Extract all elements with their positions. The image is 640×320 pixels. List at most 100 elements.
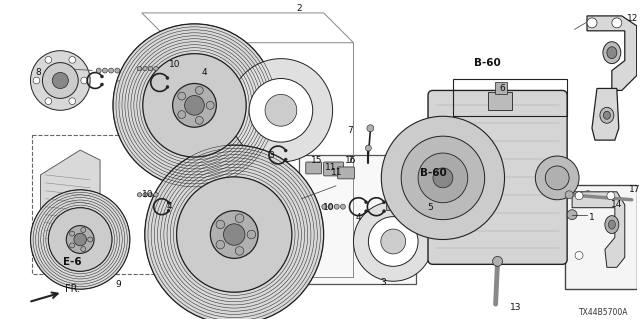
Ellipse shape <box>607 47 617 59</box>
Circle shape <box>167 201 170 204</box>
FancyBboxPatch shape <box>324 162 344 176</box>
Circle shape <box>69 57 76 63</box>
Circle shape <box>340 204 346 209</box>
Ellipse shape <box>603 42 621 64</box>
Circle shape <box>236 247 244 255</box>
Circle shape <box>138 66 141 71</box>
Circle shape <box>31 51 90 110</box>
Circle shape <box>328 204 333 209</box>
Text: 14: 14 <box>611 200 623 209</box>
Circle shape <box>216 240 225 249</box>
Circle shape <box>575 252 583 260</box>
Circle shape <box>148 193 153 197</box>
Circle shape <box>206 101 214 109</box>
Circle shape <box>70 243 75 248</box>
Circle shape <box>284 149 287 152</box>
Circle shape <box>166 76 169 79</box>
Text: 8: 8 <box>36 68 42 77</box>
Circle shape <box>607 192 615 200</box>
Circle shape <box>154 66 158 71</box>
Circle shape <box>173 84 216 127</box>
Circle shape <box>545 166 569 190</box>
Circle shape <box>145 145 324 320</box>
Circle shape <box>535 156 579 200</box>
Text: 3: 3 <box>380 278 386 287</box>
Circle shape <box>45 98 52 105</box>
Bar <box>453 78 567 116</box>
Circle shape <box>249 78 313 142</box>
Circle shape <box>115 68 120 73</box>
Text: 16: 16 <box>345 156 356 164</box>
Circle shape <box>81 228 86 232</box>
Circle shape <box>42 63 78 98</box>
Circle shape <box>96 68 101 73</box>
Circle shape <box>401 136 484 220</box>
Circle shape <box>102 68 108 73</box>
Text: 13: 13 <box>509 303 521 312</box>
Circle shape <box>229 59 333 162</box>
Text: 12: 12 <box>627 14 639 23</box>
Circle shape <box>353 202 433 281</box>
Circle shape <box>322 204 327 209</box>
Circle shape <box>334 204 339 209</box>
Circle shape <box>167 209 170 212</box>
Circle shape <box>575 192 583 200</box>
Circle shape <box>33 77 40 84</box>
Circle shape <box>100 83 104 86</box>
Circle shape <box>365 210 368 213</box>
Circle shape <box>81 77 88 84</box>
FancyBboxPatch shape <box>306 162 322 174</box>
Circle shape <box>381 229 406 254</box>
Circle shape <box>369 217 418 266</box>
Circle shape <box>31 190 130 289</box>
Ellipse shape <box>600 107 614 123</box>
Circle shape <box>100 75 104 78</box>
Circle shape <box>493 256 502 266</box>
Circle shape <box>69 98 76 105</box>
Circle shape <box>247 230 256 239</box>
Circle shape <box>433 168 453 188</box>
Circle shape <box>178 111 186 118</box>
Circle shape <box>143 193 147 197</box>
Circle shape <box>138 193 141 197</box>
Text: 10: 10 <box>142 190 154 199</box>
Circle shape <box>67 226 94 253</box>
Polygon shape <box>40 150 100 249</box>
Circle shape <box>184 95 204 115</box>
FancyBboxPatch shape <box>428 91 567 264</box>
Circle shape <box>148 66 153 71</box>
Text: 17: 17 <box>629 185 640 194</box>
Text: 6: 6 <box>500 84 506 93</box>
Circle shape <box>284 158 287 161</box>
Circle shape <box>195 116 204 124</box>
Circle shape <box>612 18 622 28</box>
Text: B-60: B-60 <box>474 58 501 68</box>
Circle shape <box>236 214 244 222</box>
Circle shape <box>113 24 276 187</box>
Circle shape <box>45 57 52 63</box>
Circle shape <box>154 193 158 197</box>
Text: 1: 1 <box>589 213 595 222</box>
Circle shape <box>587 18 597 28</box>
Text: 10: 10 <box>169 60 180 69</box>
Bar <box>495 83 506 94</box>
Text: 4: 4 <box>356 213 361 222</box>
Circle shape <box>166 85 169 88</box>
Circle shape <box>565 191 573 199</box>
Bar <box>565 185 637 289</box>
Circle shape <box>109 68 114 73</box>
Circle shape <box>383 201 385 204</box>
Circle shape <box>178 92 186 100</box>
Circle shape <box>367 125 374 132</box>
Circle shape <box>216 220 225 229</box>
Text: 11: 11 <box>325 164 337 172</box>
Ellipse shape <box>605 216 619 234</box>
Circle shape <box>81 246 86 252</box>
Bar <box>33 135 180 274</box>
Text: 7: 7 <box>348 156 353 164</box>
Circle shape <box>381 116 504 239</box>
Text: FR.: FR. <box>31 284 81 301</box>
Text: 3: 3 <box>268 150 274 160</box>
Circle shape <box>70 231 75 236</box>
Text: B-60: B-60 <box>420 168 446 178</box>
